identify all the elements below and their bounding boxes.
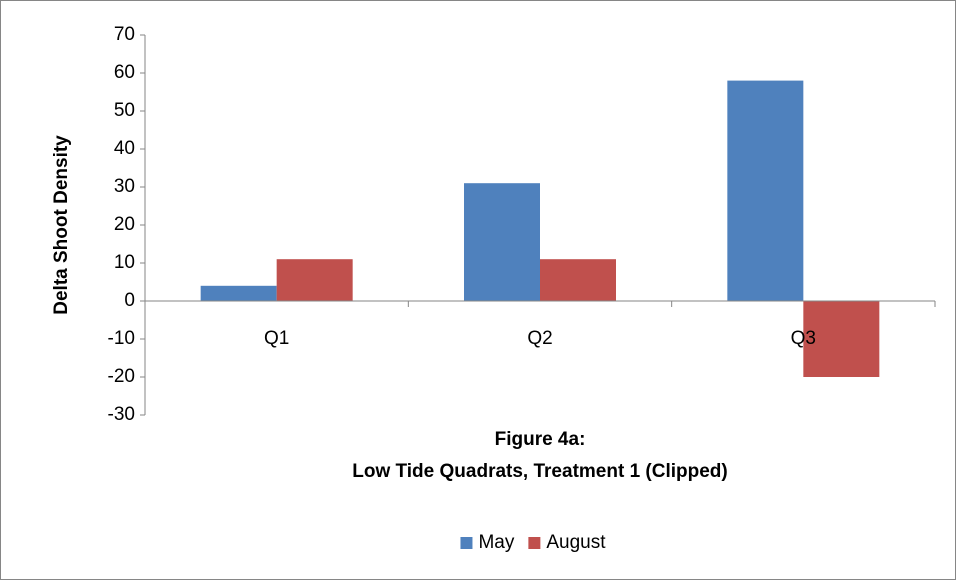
x-axis-title: Low Tide Quadrats, Treatment 1 (Clipped) [352,461,727,482]
x-axis-title: Figure 4a: [495,429,586,450]
y-axis-title: Delta Shoot Density [51,135,72,315]
legend-label: May [478,532,514,553]
legend-label: August [546,532,606,553]
y-tick-label: 10 [114,252,135,273]
bar [464,183,540,301]
y-tick-label: 30 [114,176,135,197]
bar [276,259,353,301]
y-tick-label: 20 [114,214,135,235]
y-tick-label: 40 [114,138,135,159]
bar [200,285,277,301]
legend-swatch [460,537,473,549]
bar [727,80,804,301]
x-tick-label: Q1 [264,328,289,349]
y-tick-label: 0 [124,290,135,311]
y-tick-label: 50 [114,100,135,121]
y-tick-label: -20 [108,366,135,387]
bar [540,259,616,301]
legend-swatch [528,537,541,549]
y-tick-label: 60 [114,62,135,83]
x-tick-label: Q3 [791,328,816,349]
bar [803,301,880,377]
y-tick-label: -30 [108,404,135,425]
x-tick-label: Q2 [527,328,552,349]
y-tick-label: -10 [108,328,135,349]
y-tick-label: 70 [114,24,135,45]
